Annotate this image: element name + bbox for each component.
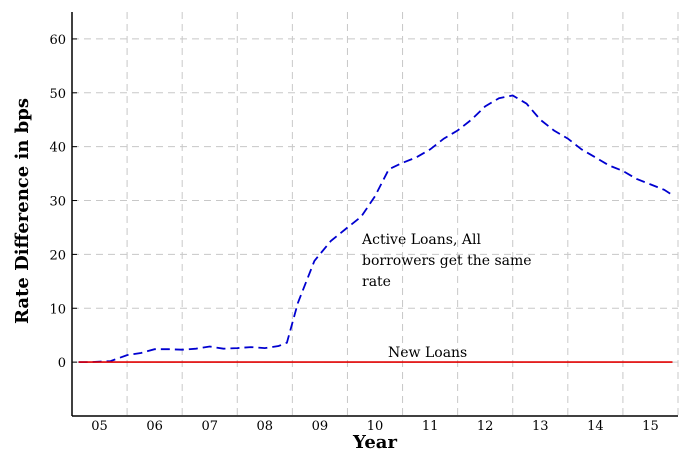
x-tick-label: 05 — [91, 419, 108, 434]
y-tick-label: 20 — [49, 248, 66, 263]
series-group — [78, 94, 673, 364]
x-tick-label: 14 — [587, 419, 604, 434]
active-loans-annotation-line-2: borrowers get the same — [362, 253, 532, 269]
x-tick-label: 10 — [367, 419, 384, 434]
x-tick-label: 07 — [201, 419, 218, 434]
grid — [72, 12, 679, 416]
y-tick-label: 50 — [49, 87, 66, 102]
active-loans-line — [78, 94, 673, 364]
active-loans-annotation-line-3: rate — [362, 274, 391, 290]
x-tick-label: 11 — [422, 419, 439, 434]
y-tick-label: 40 — [49, 141, 66, 156]
y-tick-label: 0 — [58, 356, 66, 371]
y-tick-label: 60 — [49, 33, 66, 48]
x-tick-label: 09 — [312, 419, 329, 434]
axes — [71, 12, 678, 417]
y-tick-label: 30 — [49, 195, 66, 210]
active-loans-annotation-line-1: Active Loans, All — [361, 232, 481, 248]
new-loans-annotation: New Loans — [388, 345, 467, 361]
x-tick-label: 15 — [642, 419, 659, 434]
active-loans-annotation: Active Loans, All borrowers get the same… — [361, 232, 536, 290]
x-tick-label: 12 — [477, 419, 494, 434]
y-axis-title: Rate Difference in bps — [12, 98, 33, 324]
x-tick-label: 13 — [532, 419, 549, 434]
y-tick-label: 10 — [49, 302, 66, 317]
x-axis-title: Year — [352, 432, 397, 453]
x-tick-label: 08 — [257, 419, 274, 434]
x-tick-label: 06 — [146, 419, 163, 434]
tick-labels: 0 10 20 30 40 50 60 05 06 07 08 09 10 11 12 13 14 15 — [49, 33, 658, 434]
